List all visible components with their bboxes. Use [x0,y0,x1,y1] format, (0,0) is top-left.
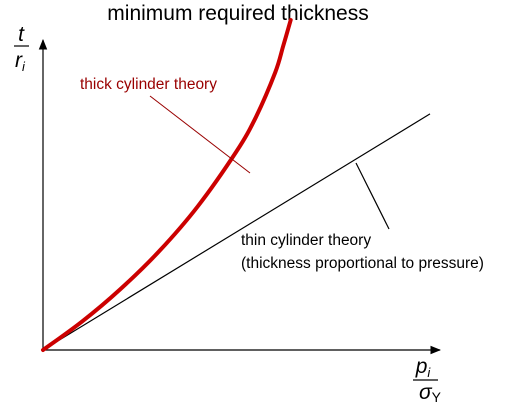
y-axis-label-numerator: t [18,23,25,46]
chart-title: minimum required thickness [107,2,368,25]
y-axis-label: t ri [14,23,29,74]
thick-cylinder-label: thick cylinder theory [80,76,217,93]
thick-cylinder-curve [41,18,293,352]
thin-cylinder-label-line-1: thin cylinder theory [241,232,371,249]
thick-label-leader [149,95,251,174]
thin-cylinder-line [42,113,431,351]
thin-label-leader [355,162,390,230]
x-axis-label-numerator: pi [415,355,432,380]
x-axis-label-denominator: σY [419,381,442,404]
y-axis-label-denominator: ri [15,49,26,74]
thin-cylinder-label-line-2: (thickness proportional to pressure) [241,255,484,272]
x-axis-label: pi σY [413,355,442,404]
